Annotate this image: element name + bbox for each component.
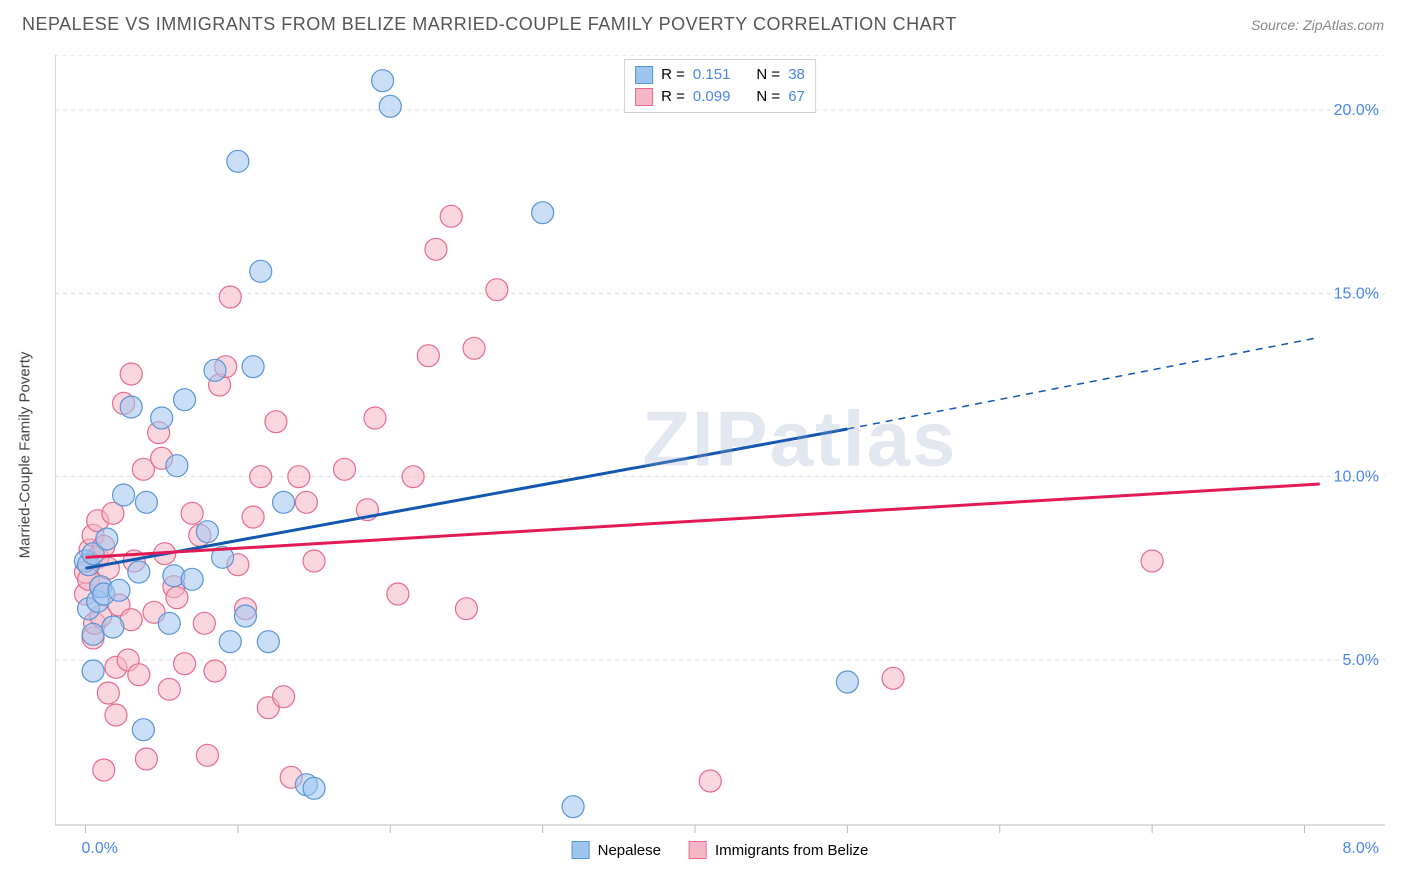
correlation-legend: R = 0.151 N = 38 R = 0.099 N = 67 [624, 59, 816, 113]
n-value-nepalese: 38 [788, 64, 805, 86]
svg-text:0.0%: 0.0% [81, 840, 117, 855]
swatch-nepalese [635, 66, 653, 84]
svg-text:8.0%: 8.0% [1343, 840, 1379, 855]
r-label: R = [661, 64, 685, 86]
svg-text:5.0%: 5.0% [1343, 652, 1379, 669]
svg-text:20.0%: 20.0% [1334, 102, 1379, 119]
chart-area: Married-Couple Family Poverty 5.0%10.0%1… [55, 55, 1385, 855]
legend-row-belize: R = 0.099 N = 67 [635, 86, 805, 108]
r-label: R = [661, 86, 685, 108]
legend-label-belize: Immigrants from Belize [715, 842, 868, 859]
legend-item-nepalese: Nepalese [572, 841, 661, 859]
y-axis-label: Married-Couple Family Poverty [17, 352, 34, 559]
svg-text:10.0%: 10.0% [1334, 469, 1379, 486]
swatch-belize [635, 88, 653, 106]
source-attribution: Source: ZipAtlas.com [1251, 17, 1384, 33]
n-label: N = [756, 86, 780, 108]
chart-container: NEPALESE VS IMMIGRANTS FROM BELIZE MARRI… [0, 0, 1406, 892]
swatch-belize [689, 841, 707, 859]
source-prefix: Source: [1251, 17, 1303, 33]
source-name: ZipAtlas.com [1303, 17, 1384, 33]
n-value-belize: 67 [788, 86, 805, 108]
legend-item-belize: Immigrants from Belize [689, 841, 868, 859]
legend-label-nepalese: Nepalese [598, 842, 661, 859]
series-legend: Nepalese Immigrants from Belize [572, 841, 869, 859]
chart-title: NEPALESE VS IMMIGRANTS FROM BELIZE MARRI… [22, 14, 957, 35]
r-value-nepalese: 0.151 [693, 64, 731, 86]
r-value-belize: 0.099 [693, 86, 731, 108]
legend-row-nepalese: R = 0.151 N = 38 [635, 64, 805, 86]
swatch-nepalese [572, 841, 590, 859]
chart-header: NEPALESE VS IMMIGRANTS FROM BELIZE MARRI… [0, 0, 1406, 43]
scatter-plot: 5.0% 10.0% 15.0% 20.0% 0.0% 8.0% [55, 55, 1385, 855]
n-label: N = [756, 64, 780, 86]
svg-text:15.0%: 15.0% [1334, 285, 1379, 302]
